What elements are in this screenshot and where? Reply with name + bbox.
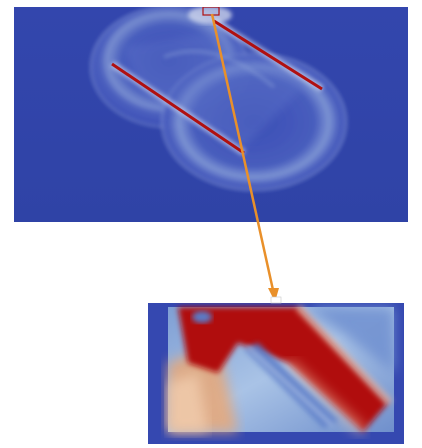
arrowhead-icon [268,288,279,302]
overview-field-panel [14,7,408,222]
zoom-inset-panel [148,303,404,444]
overview-field-image [14,7,408,222]
zoom-inset-image [148,303,404,444]
